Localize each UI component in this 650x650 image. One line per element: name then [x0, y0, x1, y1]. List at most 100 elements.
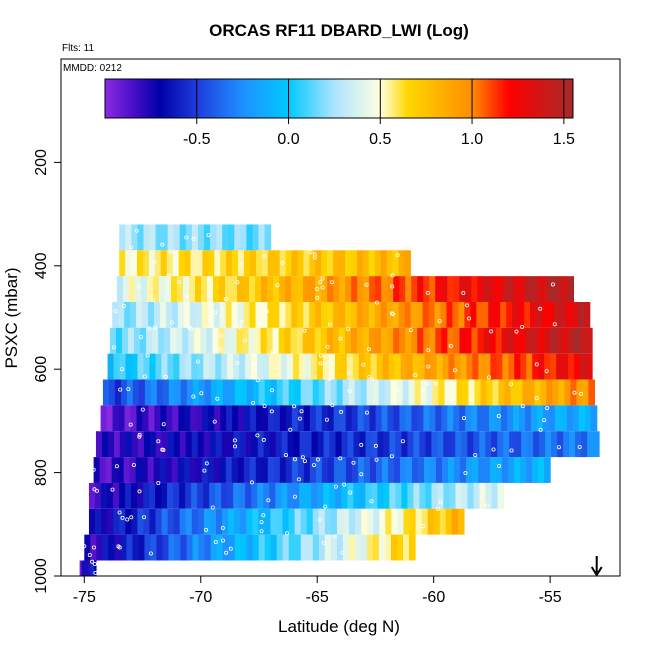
band-3-cell-11: [177, 301, 185, 328]
sample-point-0-0: [191, 236, 196, 241]
band-2-cell-70: [537, 276, 544, 302]
band-6-cell-43: [360, 379, 368, 406]
band-6-cell-75: [552, 379, 560, 406]
sample-point-1-4: [168, 249, 173, 254]
band-4-cell-9: [164, 327, 171, 354]
sample-point-7-12: [364, 410, 369, 415]
band-10-cell-25: [239, 482, 246, 509]
band-7-cell-2: [112, 405, 120, 432]
band-12-cell-35: [294, 534, 302, 561]
band-8-cell-39: [329, 431, 337, 458]
band-8-cell-73: [533, 431, 540, 458]
band-5-cell-15: [197, 353, 204, 380]
band-2-cell-16: [213, 276, 220, 302]
band-7-cell-22: [232, 405, 239, 432]
band-1-cell-48: [404, 250, 411, 277]
band-9-cell-21: [219, 457, 227, 483]
sample-point-4-14: [302, 328, 307, 333]
band-2-cell-44: [381, 276, 388, 302]
band-8-cell-6: [131, 431, 139, 458]
sample-point-1-10: [166, 273, 171, 278]
band-5-cell-69: [520, 353, 527, 380]
band-10-cell-58: [437, 482, 445, 509]
band-11-cell-2: [101, 508, 108, 535]
band-10-cell-47: [371, 482, 378, 509]
band-10-cell-35: [299, 482, 306, 509]
band-7-cell-23: [238, 405, 245, 432]
band-11-cell-5: [119, 508, 126, 535]
band-11-cell-8: [137, 508, 144, 535]
sample-point-3-17: [121, 303, 126, 308]
band-8-cell-10: [155, 431, 163, 458]
sample-point-0-4: [206, 233, 211, 238]
sample-point-8-4: [255, 433, 260, 438]
band-8-cell-71: [521, 431, 528, 458]
sample-point-8-5: [556, 445, 561, 450]
sample-point-10-8: [348, 490, 353, 495]
band-5-cell-55: [436, 353, 444, 380]
band-8-cell-57: [437, 431, 444, 458]
band-11-cell-31: [276, 508, 284, 535]
band-7-cell-82: [590, 405, 598, 432]
band-3-cell-47: [392, 301, 400, 328]
band-8-cell-7: [137, 431, 145, 458]
sample-point-5-4: [195, 359, 200, 364]
band-12-cell-44: [348, 534, 356, 561]
band-9-cell-65: [484, 457, 491, 483]
band-10-cell-14: [173, 482, 180, 509]
band-6-cell-7: [144, 379, 152, 406]
band-8-cell-80: [575, 431, 582, 458]
band-4-cell-78: [580, 327, 587, 354]
sample-point-4-12: [187, 325, 192, 330]
band-7-cell-75: [548, 405, 556, 432]
band-11-cell-12: [161, 508, 169, 535]
band-9-cell-56: [429, 457, 437, 483]
sample-point-7-13: [269, 409, 274, 414]
band-10-cell-54: [413, 482, 421, 509]
sample-point-10-15: [292, 494, 297, 499]
band-9-cell-64: [478, 457, 485, 483]
band-2-cell-6: [152, 276, 160, 302]
sample-point-11-11: [379, 513, 384, 518]
band-1-cell-33: [315, 250, 322, 277]
band-3-cell-35: [321, 301, 328, 328]
band-2-cell-66: [513, 276, 520, 302]
band-12-cell-54: [409, 534, 416, 561]
band-12-cell-33: [282, 534, 290, 561]
band-8-cell-32: [287, 431, 295, 458]
band-3-cell-61: [476, 301, 483, 328]
sample-point-7-5: [128, 422, 133, 427]
band-9-cell-55: [423, 457, 431, 483]
band-11-cell-53: [409, 508, 417, 535]
band-6-cell-47: [384, 379, 392, 406]
band-0-cell-17: [222, 224, 229, 251]
band-4-cell-60: [471, 327, 479, 354]
band-9-cell-62: [466, 457, 473, 483]
band-2-cell-49: [411, 276, 418, 302]
band-12-cell-31: [270, 534, 278, 561]
band-6-cell-73: [540, 379, 548, 406]
band-8-cell-1: [101, 431, 109, 458]
sample-point-11-4: [129, 515, 134, 520]
band-8-cell-59: [449, 431, 456, 458]
band-9-cell-26: [249, 457, 257, 483]
band-0-cell-10: [179, 224, 187, 251]
band-6-cell-27: [264, 379, 272, 406]
sample-point-10-13: [137, 489, 142, 494]
band-11-cell-54: [415, 508, 423, 535]
band-1-cell-32: [309, 250, 316, 277]
band-9-cell-19: [207, 457, 215, 483]
band-7-cell-49: [393, 405, 401, 432]
band-12-cell-0: [84, 534, 91, 561]
band-9-cell-38: [321, 457, 329, 483]
band-7-cell-56: [435, 405, 442, 432]
band-2-cell-63: [495, 276, 502, 302]
sample-point-2-14: [314, 286, 319, 291]
band-1-cell-34: [321, 250, 328, 277]
band-0-cell-9: [173, 224, 181, 251]
sample-point-9-12: [359, 472, 364, 477]
band-5-cell-35: [316, 353, 324, 380]
band-12-cell-23: [222, 534, 230, 561]
sample-point-1-5: [390, 273, 395, 278]
sample-point-5-5: [119, 367, 124, 372]
